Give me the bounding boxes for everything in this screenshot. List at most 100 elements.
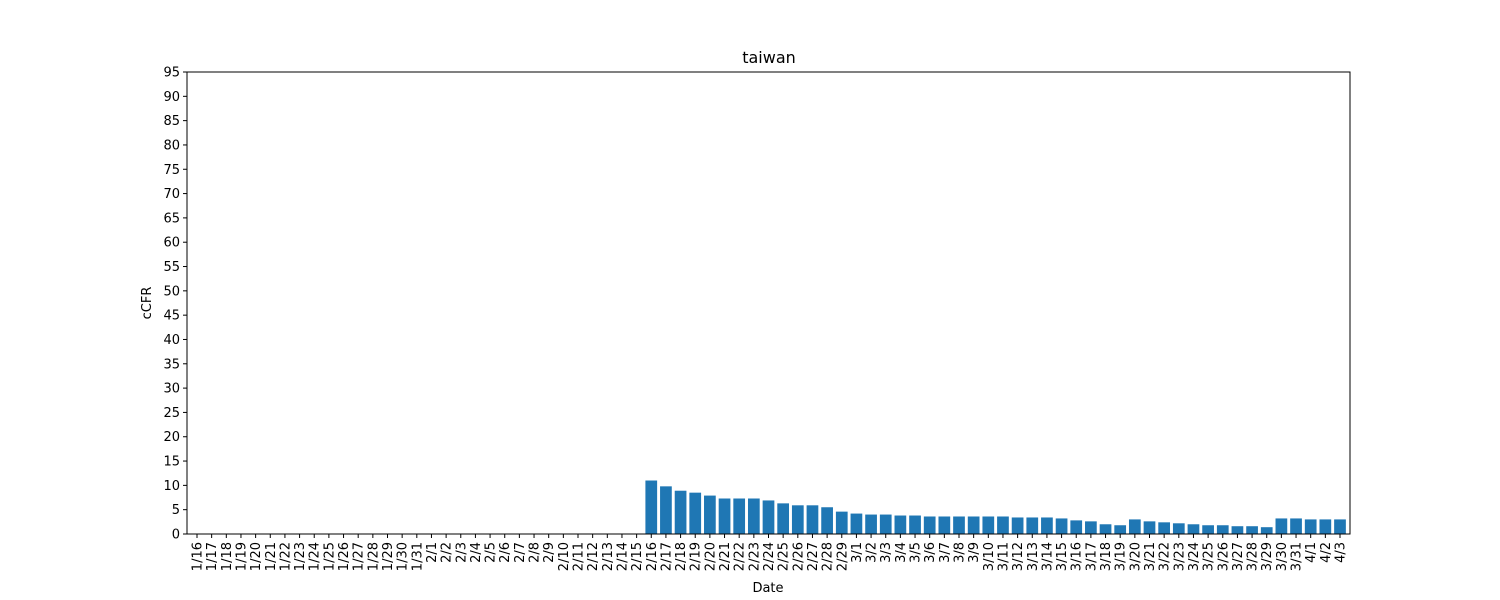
bar-3-4	[894, 515, 907, 534]
x-tick-label: 2/23	[747, 542, 762, 571]
bar-3-30	[1275, 518, 1288, 534]
x-tick-label: 3/2	[865, 542, 880, 563]
bar-3-18	[1099, 524, 1112, 534]
y-tick-label: 80	[163, 138, 180, 153]
y-tick-label: 85	[163, 114, 180, 129]
y-tick-label: 20	[163, 430, 180, 445]
x-tick-label: 3/17	[1084, 542, 1099, 571]
bar-3-11	[997, 516, 1009, 534]
x-tick-label: 3/20	[1128, 542, 1143, 571]
bar-2-21	[718, 498, 731, 534]
bar-2-20	[704, 495, 716, 534]
bar-2-23	[747, 498, 760, 534]
x-tick-label: 3/6	[923, 542, 938, 563]
bar-2-17	[660, 486, 672, 534]
y-tick-label: 25	[163, 406, 180, 421]
x-tick-label: 1/27	[352, 542, 367, 571]
x-tick-label: 1/31	[410, 542, 425, 571]
bar-3-10	[982, 516, 995, 534]
x-tick-label: 3/28	[1246, 542, 1261, 571]
bar-3-31	[1290, 518, 1302, 534]
bar-2-27	[806, 505, 819, 534]
bar-3-21	[1143, 521, 1156, 534]
x-tick-label: 3/27	[1231, 542, 1246, 571]
x-tick-label: 3/18	[1099, 542, 1114, 571]
x-tick-label: 3/5	[909, 542, 924, 563]
bar-3-27	[1231, 526, 1244, 534]
x-tick-label: 2/22	[733, 542, 748, 571]
x-tick-label: 2/26	[791, 542, 806, 571]
bar-3-22	[1158, 522, 1171, 534]
bar-2-26	[791, 505, 804, 534]
x-tick-label: 1/30	[396, 542, 411, 571]
x-tick-label: 3/22	[1158, 542, 1173, 571]
y-axis-label: cCFR	[140, 287, 155, 320]
x-tick-label: 3/15	[1055, 542, 1070, 571]
bar-2-16	[645, 480, 658, 534]
bar-3-14	[1041, 517, 1053, 534]
chart-title: taiwan	[742, 48, 796, 67]
y-tick-label: 90	[163, 90, 180, 105]
x-tick-label: 2/4	[469, 542, 484, 563]
y-tick-label: 35	[163, 357, 180, 372]
x-tick-label: 3/10	[982, 542, 997, 571]
x-tick-label: 2/24	[762, 542, 777, 571]
bar-2-19	[689, 492, 702, 534]
x-tick-label: 4/1	[1304, 542, 1319, 563]
x-tick-label: 2/19	[689, 542, 704, 571]
bar-3-23	[1172, 523, 1185, 534]
y-tick-label: 50	[163, 284, 180, 299]
x-tick-label: 3/26	[1216, 542, 1231, 571]
bar-3-2	[865, 514, 877, 534]
x-tick-label: 3/21	[1143, 542, 1158, 571]
plot-frame	[186, 71, 1351, 535]
bar-3-29	[1260, 527, 1273, 534]
x-tick-label: 3/4	[894, 542, 909, 563]
x-tick-label: 1/17	[205, 542, 220, 571]
bars-group	[645, 480, 1346, 534]
bar-3-5	[909, 515, 921, 534]
bar-3-1	[850, 513, 863, 534]
x-tick-label: 3/11	[996, 542, 1011, 571]
x-tick-label: 2/1	[425, 542, 440, 563]
bar-3-25	[1202, 525, 1214, 534]
bar-2-25	[777, 503, 790, 534]
x-tick-label: 1/18	[220, 542, 235, 571]
y-tick-label: 55	[163, 260, 180, 275]
bar-4-1	[1304, 519, 1317, 534]
x-tick-label: 2/16	[645, 542, 660, 571]
x-tick-label: 1/28	[366, 542, 381, 571]
x-tick-label: 2/11	[572, 542, 587, 571]
x-tick-label: 2/14	[615, 542, 630, 571]
y-tick-label: 65	[163, 211, 180, 226]
bar-3-28	[1246, 526, 1258, 534]
x-axis: 1/16 1/17 1/18 1/19 1/20 1/21 1/22 1/23 1/24 1/25…	[191, 534, 1349, 571]
x-tick-label: 2/3	[454, 542, 469, 563]
x-axis-label: Date	[752, 581, 783, 596]
bar-3-20	[1128, 519, 1141, 534]
y-tick-label: 0	[172, 528, 180, 543]
x-tick-label: 2/7	[513, 542, 528, 563]
bar-2-18	[674, 490, 687, 534]
x-tick-label: 3/23	[1172, 542, 1187, 571]
bar-4-3	[1334, 519, 1346, 534]
bar-2-28	[821, 507, 833, 534]
y-tick-label: 5	[172, 503, 180, 518]
x-tick-label: 3/8	[953, 542, 968, 563]
y-tick-label: 15	[163, 455, 180, 470]
bar-4-2	[1319, 519, 1332, 534]
bar-3-3	[879, 514, 892, 534]
bar-3-9	[967, 516, 980, 534]
x-tick-label: 2/28	[821, 542, 836, 571]
x-tick-label: 3/13	[1026, 542, 1041, 571]
y-tick-label: 45	[163, 309, 180, 324]
bar-3-26	[1216, 525, 1229, 534]
x-tick-label: 3/3	[879, 542, 894, 563]
x-tick-label: 1/26	[337, 542, 352, 571]
x-tick-label: 1/25	[322, 542, 337, 571]
x-tick-label: 2/20	[703, 542, 718, 571]
x-tick-label: 2/18	[674, 542, 689, 571]
x-tick-label: 3/14	[1040, 542, 1055, 571]
y-axis: 0 5 10 15 20 25 30 35 40 45 50 55 60 65 70 75 80 85 90 95	[163, 66, 187, 543]
x-tick-label: 1/24	[308, 542, 323, 571]
